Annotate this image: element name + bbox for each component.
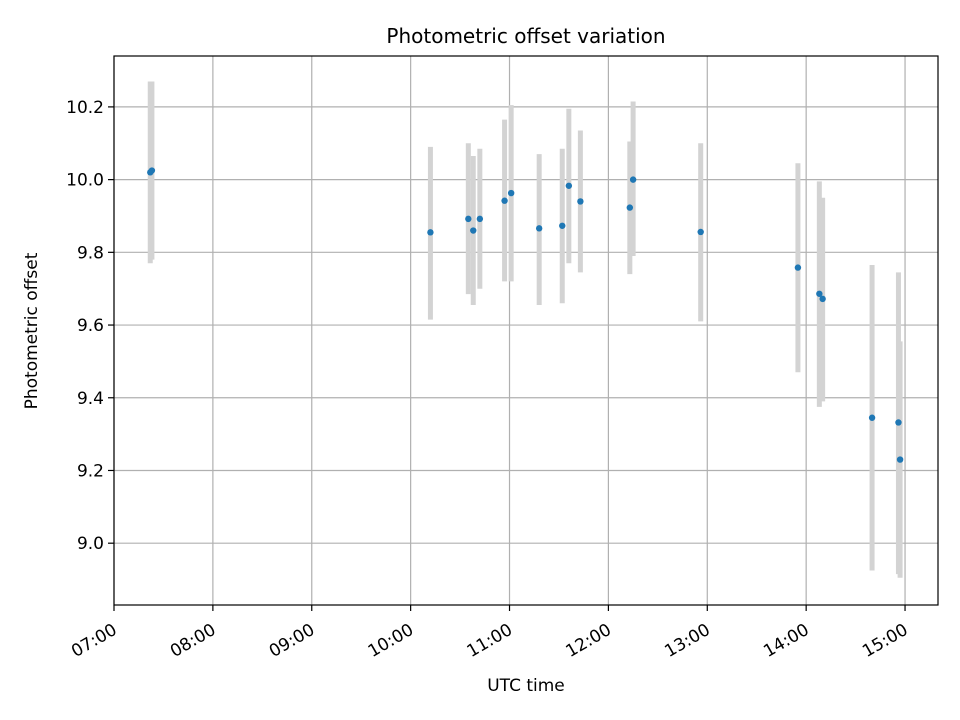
y-tick-label: 10.0 [66,171,104,191]
data-point [819,295,826,303]
data-point [794,264,802,271]
y-axis-ticks: 9.0 9.2 9.4 9.6 9.8 10.0 10.2 [66,98,114,554]
data-point [148,167,156,174]
data-point [535,225,543,232]
plot-frame [113,55,939,606]
y-tick-label: 9.6 [77,316,104,336]
data-point [507,189,515,197]
data-point [629,176,637,183]
data-point [895,419,902,426]
data-point [476,215,484,223]
data-point [427,229,434,236]
data-point [697,228,704,236]
data-point [559,222,566,229]
data-point [577,198,584,205]
chart-title: Photometric offset variation [386,24,665,48]
data-point [816,290,823,297]
data-point [465,215,472,223]
y-tick-label: 9.2 [77,461,104,481]
data-point [501,197,508,204]
y-tick-label: 10.2 [66,98,104,118]
x-axis-label: UTC time [487,676,565,696]
data-point [470,227,477,234]
data-point [626,204,634,211]
data-point [896,456,904,463]
grid [113,56,938,605]
y-axis-label: Photometric offset [22,252,42,409]
y-tick-label: 9.8 [77,243,104,263]
y-tick-label: 9.4 [77,389,104,409]
y-tick-label: 9.0 [77,534,104,554]
data-point [868,414,876,421]
data-point [565,182,573,189]
data-points [147,167,904,463]
